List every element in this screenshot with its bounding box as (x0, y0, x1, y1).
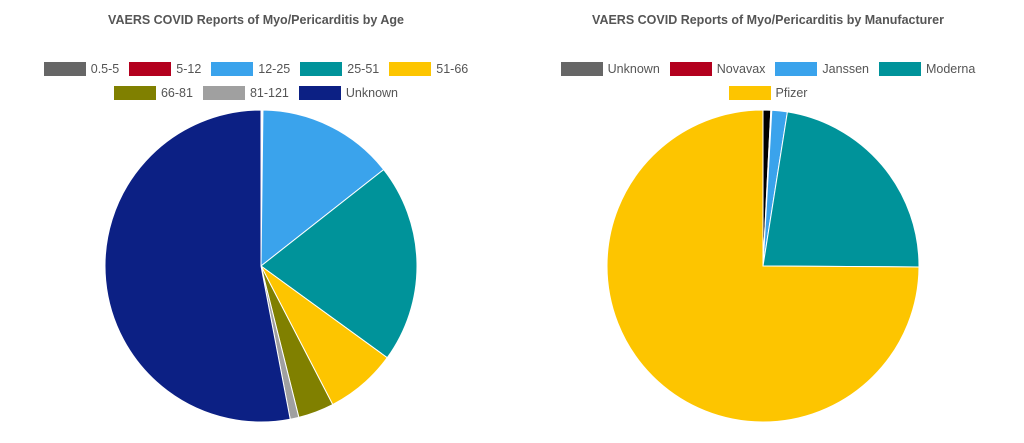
legend-swatch (560, 62, 603, 76)
manufacturer-pie-chart (606, 109, 920, 423)
legend-item[interactable]: Unknown (298, 85, 399, 101)
legend-item[interactable]: Janssen (775, 61, 869, 77)
pie-slice-pfizer[interactable] (606, 109, 920, 423)
age-chart-panel: VAERS COVID Reports of Myo/Pericarditis … (20, 13, 492, 423)
legend-label: 51-66 (436, 62, 469, 76)
legend-label: Novavax (716, 62, 766, 76)
legend-label: Unknown (607, 62, 660, 76)
legend-item[interactable]: 66-81 (113, 85, 193, 101)
legend-item[interactable]: Moderna (878, 61, 976, 77)
legend-item[interactable]: 51-66 (389, 61, 468, 77)
chart-title: VAERS COVID Reports of Myo/Pericarditis … (108, 13, 404, 27)
legend-swatch (298, 86, 341, 100)
legend-swatch (669, 62, 712, 76)
legend-label: 5-12 (176, 62, 202, 76)
legend-label: Moderna (925, 62, 976, 76)
legend-item[interactable]: 25-51 (300, 61, 379, 77)
legend-swatch (728, 86, 771, 100)
pie-slice-unknown[interactable] (104, 109, 291, 423)
legend-swatch (878, 62, 921, 76)
legend-label: Unknown (345, 86, 399, 100)
chart-legend: Unknown Novavax Janssen Moderna Pfizer (532, 61, 1004, 101)
manufacturer-chart-panel: VAERS COVID Reports of Myo/Pericarditis … (512, 0, 1024, 443)
legend-swatch (43, 62, 86, 76)
legend-swatch (389, 62, 432, 76)
legend-label: 0.5-5 (90, 62, 120, 76)
pie-slice-moderna[interactable] (762, 111, 920, 268)
legend-label: 66-81 (160, 86, 193, 100)
age-pie-chart (104, 109, 418, 423)
legend-item[interactable]: 81-121 (202, 85, 289, 101)
legend-swatch (129, 62, 172, 76)
legend-label: 81-121 (249, 86, 289, 100)
pie-slice-25-51[interactable] (260, 168, 418, 359)
legend-item[interactable]: 5-12 (129, 61, 201, 77)
legend-item[interactable]: 0.5-5 (43, 61, 120, 77)
legend-item[interactable]: Novavax (669, 61, 766, 77)
legend-label: Pfizer (775, 86, 808, 100)
chart-legend: 0.5-5 5-12 12-25 25-51 51-66 66-81 81-121 Unkno… (20, 61, 492, 101)
legend-item[interactable]: Pfizer (728, 85, 808, 101)
legend-swatch (202, 86, 245, 100)
legend-item[interactable]: Unknown (560, 61, 660, 77)
legend-label: 25-51 (347, 62, 380, 76)
legend-swatch (300, 62, 343, 76)
legend-swatch (211, 62, 254, 76)
legend-swatch (113, 86, 156, 100)
legend-label: Janssen (822, 62, 869, 76)
legend-item[interactable]: 12-25 (211, 61, 290, 77)
pie-slice-12-25[interactable] (260, 109, 385, 268)
legend-label: 12-25 (258, 62, 291, 76)
chart-title: VAERS COVID Reports of Myo/Pericarditis … (592, 13, 944, 27)
legend-swatch (775, 62, 818, 76)
